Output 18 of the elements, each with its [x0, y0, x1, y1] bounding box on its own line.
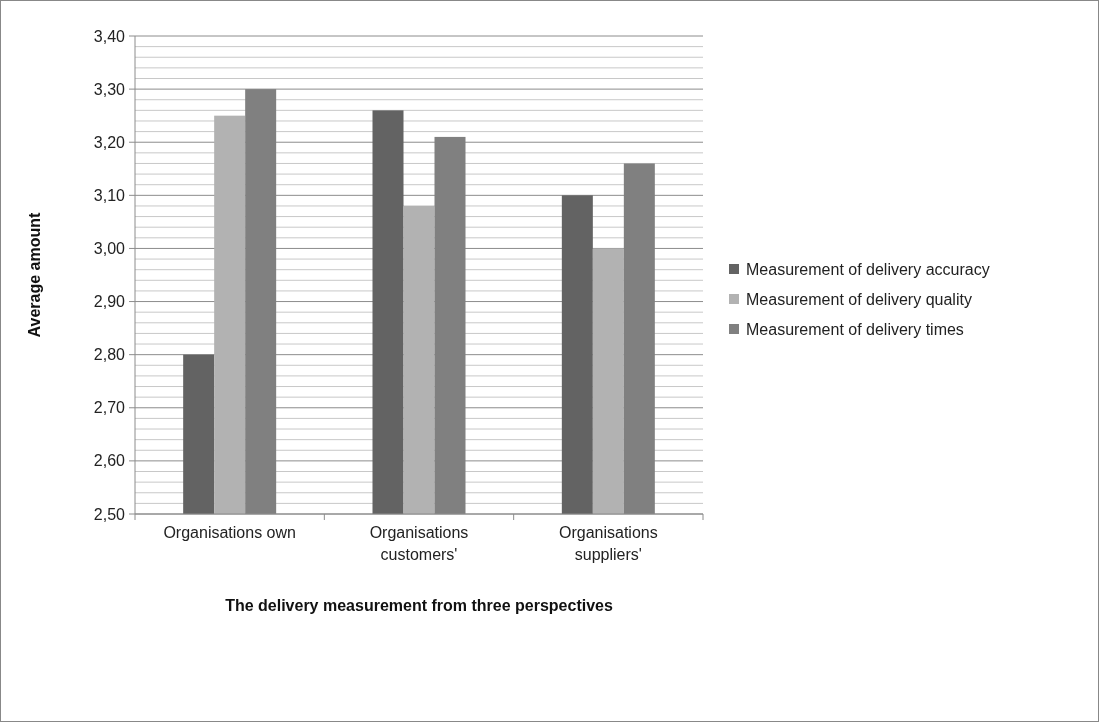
y-tick-label: 2,80 [93, 346, 126, 364]
y-tick-label: 3,00 [93, 240, 126, 258]
x-tick-label: Organisations own [163, 524, 296, 541]
y-tick-label: 2,70 [93, 399, 126, 417]
y-tick-label: 3,30 [93, 80, 126, 98]
x-tick-label: Organisations suppliers' [558, 524, 658, 563]
y-axis-title: Average amount [26, 211, 43, 338]
x-tick-label: Organisations customers' [369, 524, 469, 563]
legend-label: Measurement of delivery accuracy [746, 260, 990, 278]
legend-label: Measurement of delivery quality [746, 290, 972, 308]
y-tick-label: 3,40 [93, 27, 126, 45]
y-tick-label: 2,90 [93, 293, 126, 311]
legend-label: Measurement of delivery times [746, 320, 964, 338]
x-axis-title: The delivery measurement from three perspectives [225, 597, 613, 614]
y-tick-label: 2,60 [93, 452, 126, 470]
y-tick-label: 2,50 [93, 505, 126, 523]
y-tick-label: 3,10 [93, 186, 126, 204]
y-tick-label: 3,20 [93, 133, 126, 151]
